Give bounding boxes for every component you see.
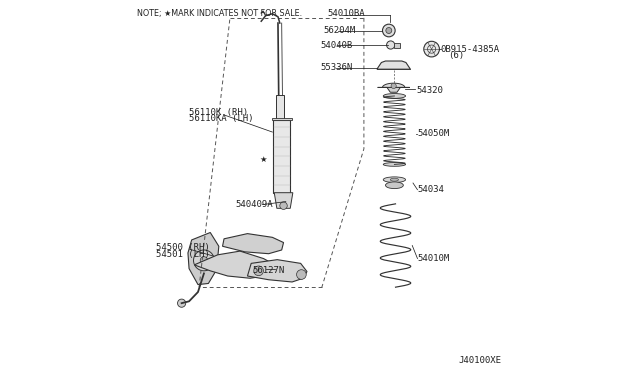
Polygon shape: [378, 87, 410, 92]
Circle shape: [280, 202, 287, 209]
Circle shape: [200, 257, 207, 264]
Text: 54501 (LH): 54501 (LH): [156, 250, 210, 259]
Circle shape: [193, 250, 214, 271]
Text: (6): (6): [449, 51, 465, 60]
Text: 540409A: 540409A: [235, 200, 273, 209]
Circle shape: [177, 299, 186, 307]
Polygon shape: [248, 260, 307, 282]
Text: 56110K (RH): 56110K (RH): [189, 108, 248, 117]
Polygon shape: [383, 83, 405, 87]
Text: 54034: 54034: [417, 185, 444, 194]
Text: 54010BA: 54010BA: [328, 9, 365, 18]
FancyBboxPatch shape: [394, 43, 401, 48]
Circle shape: [383, 24, 395, 37]
Circle shape: [387, 41, 395, 49]
Text: 56204M: 56204M: [323, 26, 355, 35]
Circle shape: [391, 83, 396, 89]
Polygon shape: [275, 193, 293, 208]
Ellipse shape: [383, 163, 406, 166]
Polygon shape: [271, 118, 292, 120]
Polygon shape: [195, 251, 277, 278]
Polygon shape: [276, 95, 284, 119]
Polygon shape: [377, 61, 410, 69]
Polygon shape: [223, 234, 284, 254]
Ellipse shape: [385, 182, 403, 189]
Text: ★: ★: [259, 155, 267, 164]
Circle shape: [296, 270, 306, 279]
Text: 54500 (RH): 54500 (RH): [156, 243, 210, 252]
Text: 54010M: 54010M: [417, 254, 450, 263]
Ellipse shape: [383, 177, 406, 182]
Text: NOTE; ★MARK INDICATES NOT FOR SALE.: NOTE; ★MARK INDICATES NOT FOR SALE.: [137, 9, 302, 18]
Text: 54320: 54320: [416, 86, 443, 94]
Text: 54050M: 54050M: [417, 129, 450, 138]
Ellipse shape: [390, 178, 399, 181]
Text: J40100XE: J40100XE: [458, 356, 502, 365]
Circle shape: [254, 266, 264, 276]
Text: 54040B: 54040B: [320, 41, 352, 49]
Text: 55336N: 55336N: [320, 63, 352, 72]
Ellipse shape: [383, 94, 406, 99]
Text: 56127N: 56127N: [252, 266, 285, 275]
Polygon shape: [188, 232, 219, 285]
Circle shape: [424, 41, 440, 57]
Circle shape: [386, 28, 392, 33]
Text: 56110KA (LH): 56110KA (LH): [189, 114, 253, 123]
Text: 0B915-4385A: 0B915-4385A: [440, 45, 500, 54]
Polygon shape: [273, 120, 291, 193]
